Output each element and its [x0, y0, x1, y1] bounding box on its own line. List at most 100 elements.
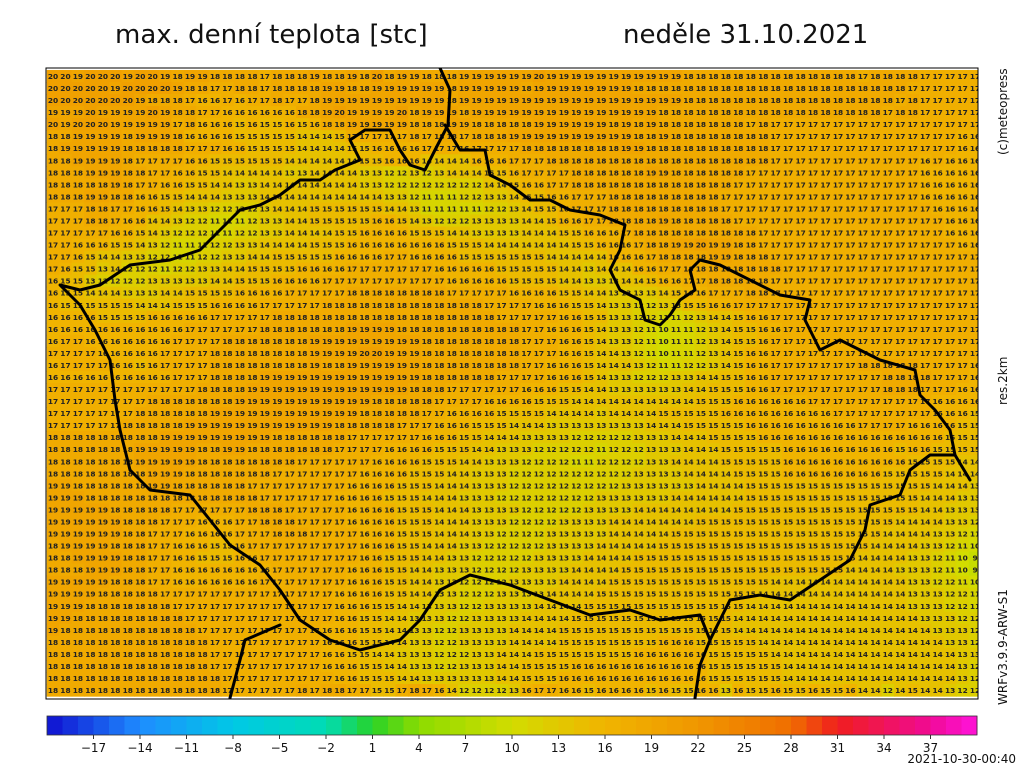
cell-value: 18 — [783, 72, 793, 81]
field-cell — [482, 69, 496, 83]
cell-value: 17 — [820, 132, 830, 141]
cell-value: 16 — [957, 180, 967, 189]
cell-value: 19 — [160, 120, 170, 129]
cell-value: 18 — [758, 96, 768, 105]
cell-value: 19 — [98, 192, 108, 201]
field-cell — [495, 69, 509, 83]
cell-value: 14 — [347, 192, 357, 201]
cell-value: 14 — [310, 144, 320, 153]
cell-value: 14 — [185, 192, 195, 201]
cell-value: 14 — [272, 180, 282, 189]
cell-value: 19 — [471, 96, 481, 105]
cell-value: 17 — [820, 144, 830, 153]
field-cell — [570, 82, 584, 95]
cell-value: 17 — [509, 156, 519, 165]
cell-value: 17 — [110, 204, 120, 213]
cell-value: 17 — [135, 180, 145, 189]
cell-value: 17 — [833, 168, 843, 177]
cell-value: 19 — [609, 84, 619, 93]
cell-value: 19 — [73, 108, 83, 117]
field-cell — [320, 82, 334, 95]
cell-value: 19 — [621, 132, 631, 141]
cell-value: 14 — [297, 229, 307, 238]
cell-value: 17 — [222, 96, 232, 105]
cell-value: 18 — [721, 168, 731, 177]
cell-value: 17 — [908, 192, 918, 201]
cell-value: 11 — [434, 192, 444, 201]
cell-value: 18 — [621, 180, 631, 189]
cell-value: 18 — [334, 72, 344, 81]
cell-value: 18 — [758, 108, 768, 117]
cell-value: 17 — [771, 180, 781, 189]
cell-value: 19 — [372, 108, 382, 117]
cell-value: 17 — [210, 108, 220, 117]
cell-value: 16 — [596, 241, 606, 250]
cell-value: 20 — [397, 108, 407, 117]
cell-value: 14 — [534, 229, 544, 238]
cell-value: 18 — [708, 108, 718, 117]
field-cell — [370, 82, 384, 95]
cell-value: 17 — [596, 192, 606, 201]
cell-value: 17 — [908, 168, 918, 177]
cell-value: 17 — [795, 216, 805, 225]
cell-value: 17 — [596, 204, 606, 213]
cell-value: 19 — [509, 72, 519, 81]
cell-value: 14 — [148, 216, 158, 225]
cell-value: 19 — [658, 96, 668, 105]
cell-value: 17 — [795, 192, 805, 201]
cell-value: 18 — [160, 96, 170, 105]
cell-value: 11 — [471, 204, 481, 213]
cell-value: 19 — [584, 84, 594, 93]
cell-value: 13 — [471, 216, 481, 225]
field-cell — [794, 82, 808, 95]
cell-value: 17 — [945, 96, 955, 105]
cell-value: 17 — [845, 180, 855, 189]
cell-value: 19 — [658, 168, 668, 177]
cell-value: 17 — [858, 180, 868, 189]
field-cell — [532, 69, 546, 83]
cell-value: 20 — [98, 120, 108, 129]
cell-value: 17 — [534, 168, 544, 177]
cell-value: 14 — [322, 180, 332, 189]
cell-value: 14 — [347, 168, 357, 177]
cell-value: 19 — [633, 144, 643, 153]
cell-value: 18 — [633, 132, 643, 141]
field-cell — [383, 82, 397, 95]
cell-value: 13 — [496, 216, 506, 225]
cell-value: 19 — [160, 132, 170, 141]
cell-value: 13 — [272, 216, 282, 225]
cell-value: 19 — [197, 72, 207, 81]
cell-value: 18 — [471, 120, 481, 129]
cell-value: 14 — [260, 168, 270, 177]
field-cell — [732, 82, 746, 95]
cell-value: 15 — [197, 168, 207, 177]
cell-value: 18 — [160, 144, 170, 153]
cell-value: 17 — [422, 144, 432, 153]
cell-value: 15 — [347, 229, 357, 238]
cell-value: 18 — [833, 108, 843, 117]
cell-value: 18 — [733, 96, 743, 105]
cell-value: 18 — [85, 204, 95, 213]
cell-value: 17 — [783, 144, 793, 153]
cell-value: 16 — [933, 204, 943, 213]
cell-value: 17 — [783, 180, 793, 189]
field-cell — [482, 82, 496, 95]
field-cell — [470, 82, 484, 95]
cell-value: 19 — [110, 120, 120, 129]
field-cell — [71, 82, 85, 95]
cell-value: 14 — [447, 156, 457, 165]
cell-value: 12 — [409, 180, 419, 189]
cell-value: 16 — [559, 192, 569, 201]
cell-value: 15 — [310, 216, 320, 225]
cell-value: 17 — [933, 120, 943, 129]
cell-value: 17 — [820, 204, 830, 213]
cell-value: 18 — [908, 96, 918, 105]
cell-value: 14 — [160, 216, 170, 225]
field-cell — [968, 82, 978, 95]
cell-value: 17 — [559, 180, 569, 189]
cell-value: 17 — [721, 204, 731, 213]
cell-value: 11 — [185, 241, 195, 250]
cell-value: 16 — [970, 156, 980, 165]
field-cell — [719, 82, 733, 95]
cell-value: 17 — [820, 120, 830, 129]
